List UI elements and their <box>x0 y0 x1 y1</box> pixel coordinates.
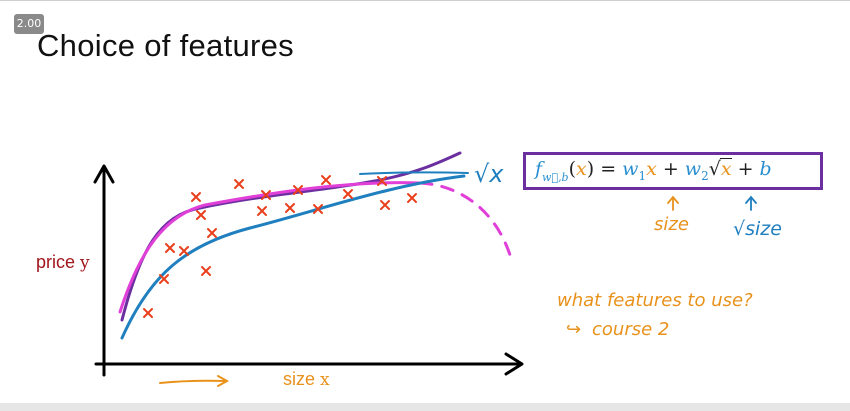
data-point <box>321 175 331 185</box>
sqrt-size-annotation: √size <box>733 218 782 240</box>
purple-curve <box>120 151 462 322</box>
data-point <box>313 204 323 214</box>
size-annotation: size <box>654 214 689 235</box>
data-point <box>159 274 169 284</box>
x-axis-arrow <box>504 352 524 376</box>
y-axis-arrow <box>93 164 115 184</box>
data-points <box>143 175 417 318</box>
data-point <box>207 228 217 238</box>
magenta-curve <box>118 181 422 314</box>
data-point <box>143 308 153 318</box>
x-direction-arrow <box>159 379 227 384</box>
data-point <box>196 210 206 220</box>
data-point <box>234 179 244 189</box>
data-point <box>165 243 175 253</box>
x-direction-arrowhead <box>217 375 230 387</box>
slide-title: Choice of features <box>37 28 294 63</box>
data-point <box>343 189 353 199</box>
course-annotation: course 2 <box>592 319 670 340</box>
blue-curve <box>120 174 466 340</box>
data-point <box>377 176 387 186</box>
hook-arrow-icon: ↪ <box>566 319 582 340</box>
formula-box <box>523 152 823 190</box>
player-bottom-bar <box>0 403 850 411</box>
size-pointer-arrow <box>667 195 679 211</box>
data-point <box>407 193 417 203</box>
data-point <box>257 206 267 216</box>
data-point <box>285 203 295 213</box>
data-point <box>293 185 303 195</box>
data-point <box>191 192 201 202</box>
playback-speed-badge[interactable]: 2.00 <box>14 14 44 34</box>
x-axis-label: size x <box>283 369 330 390</box>
question-annotation: what features to use? <box>557 290 753 311</box>
magenta-curve-extrapolation <box>418 181 512 257</box>
data-point <box>261 190 271 200</box>
y-axis-label: price y <box>36 252 90 273</box>
blue-highlight-stroke <box>359 171 469 175</box>
model-formula: fw⃗,b(x) = w1x + w2√x + b <box>535 158 772 184</box>
data-point <box>179 246 189 256</box>
sqrt-size-pointer-arrow <box>745 195 757 211</box>
data-point <box>380 200 390 210</box>
top-border <box>0 0 850 1</box>
root-x-annotation: √x <box>474 160 504 188</box>
data-point <box>201 266 211 276</box>
